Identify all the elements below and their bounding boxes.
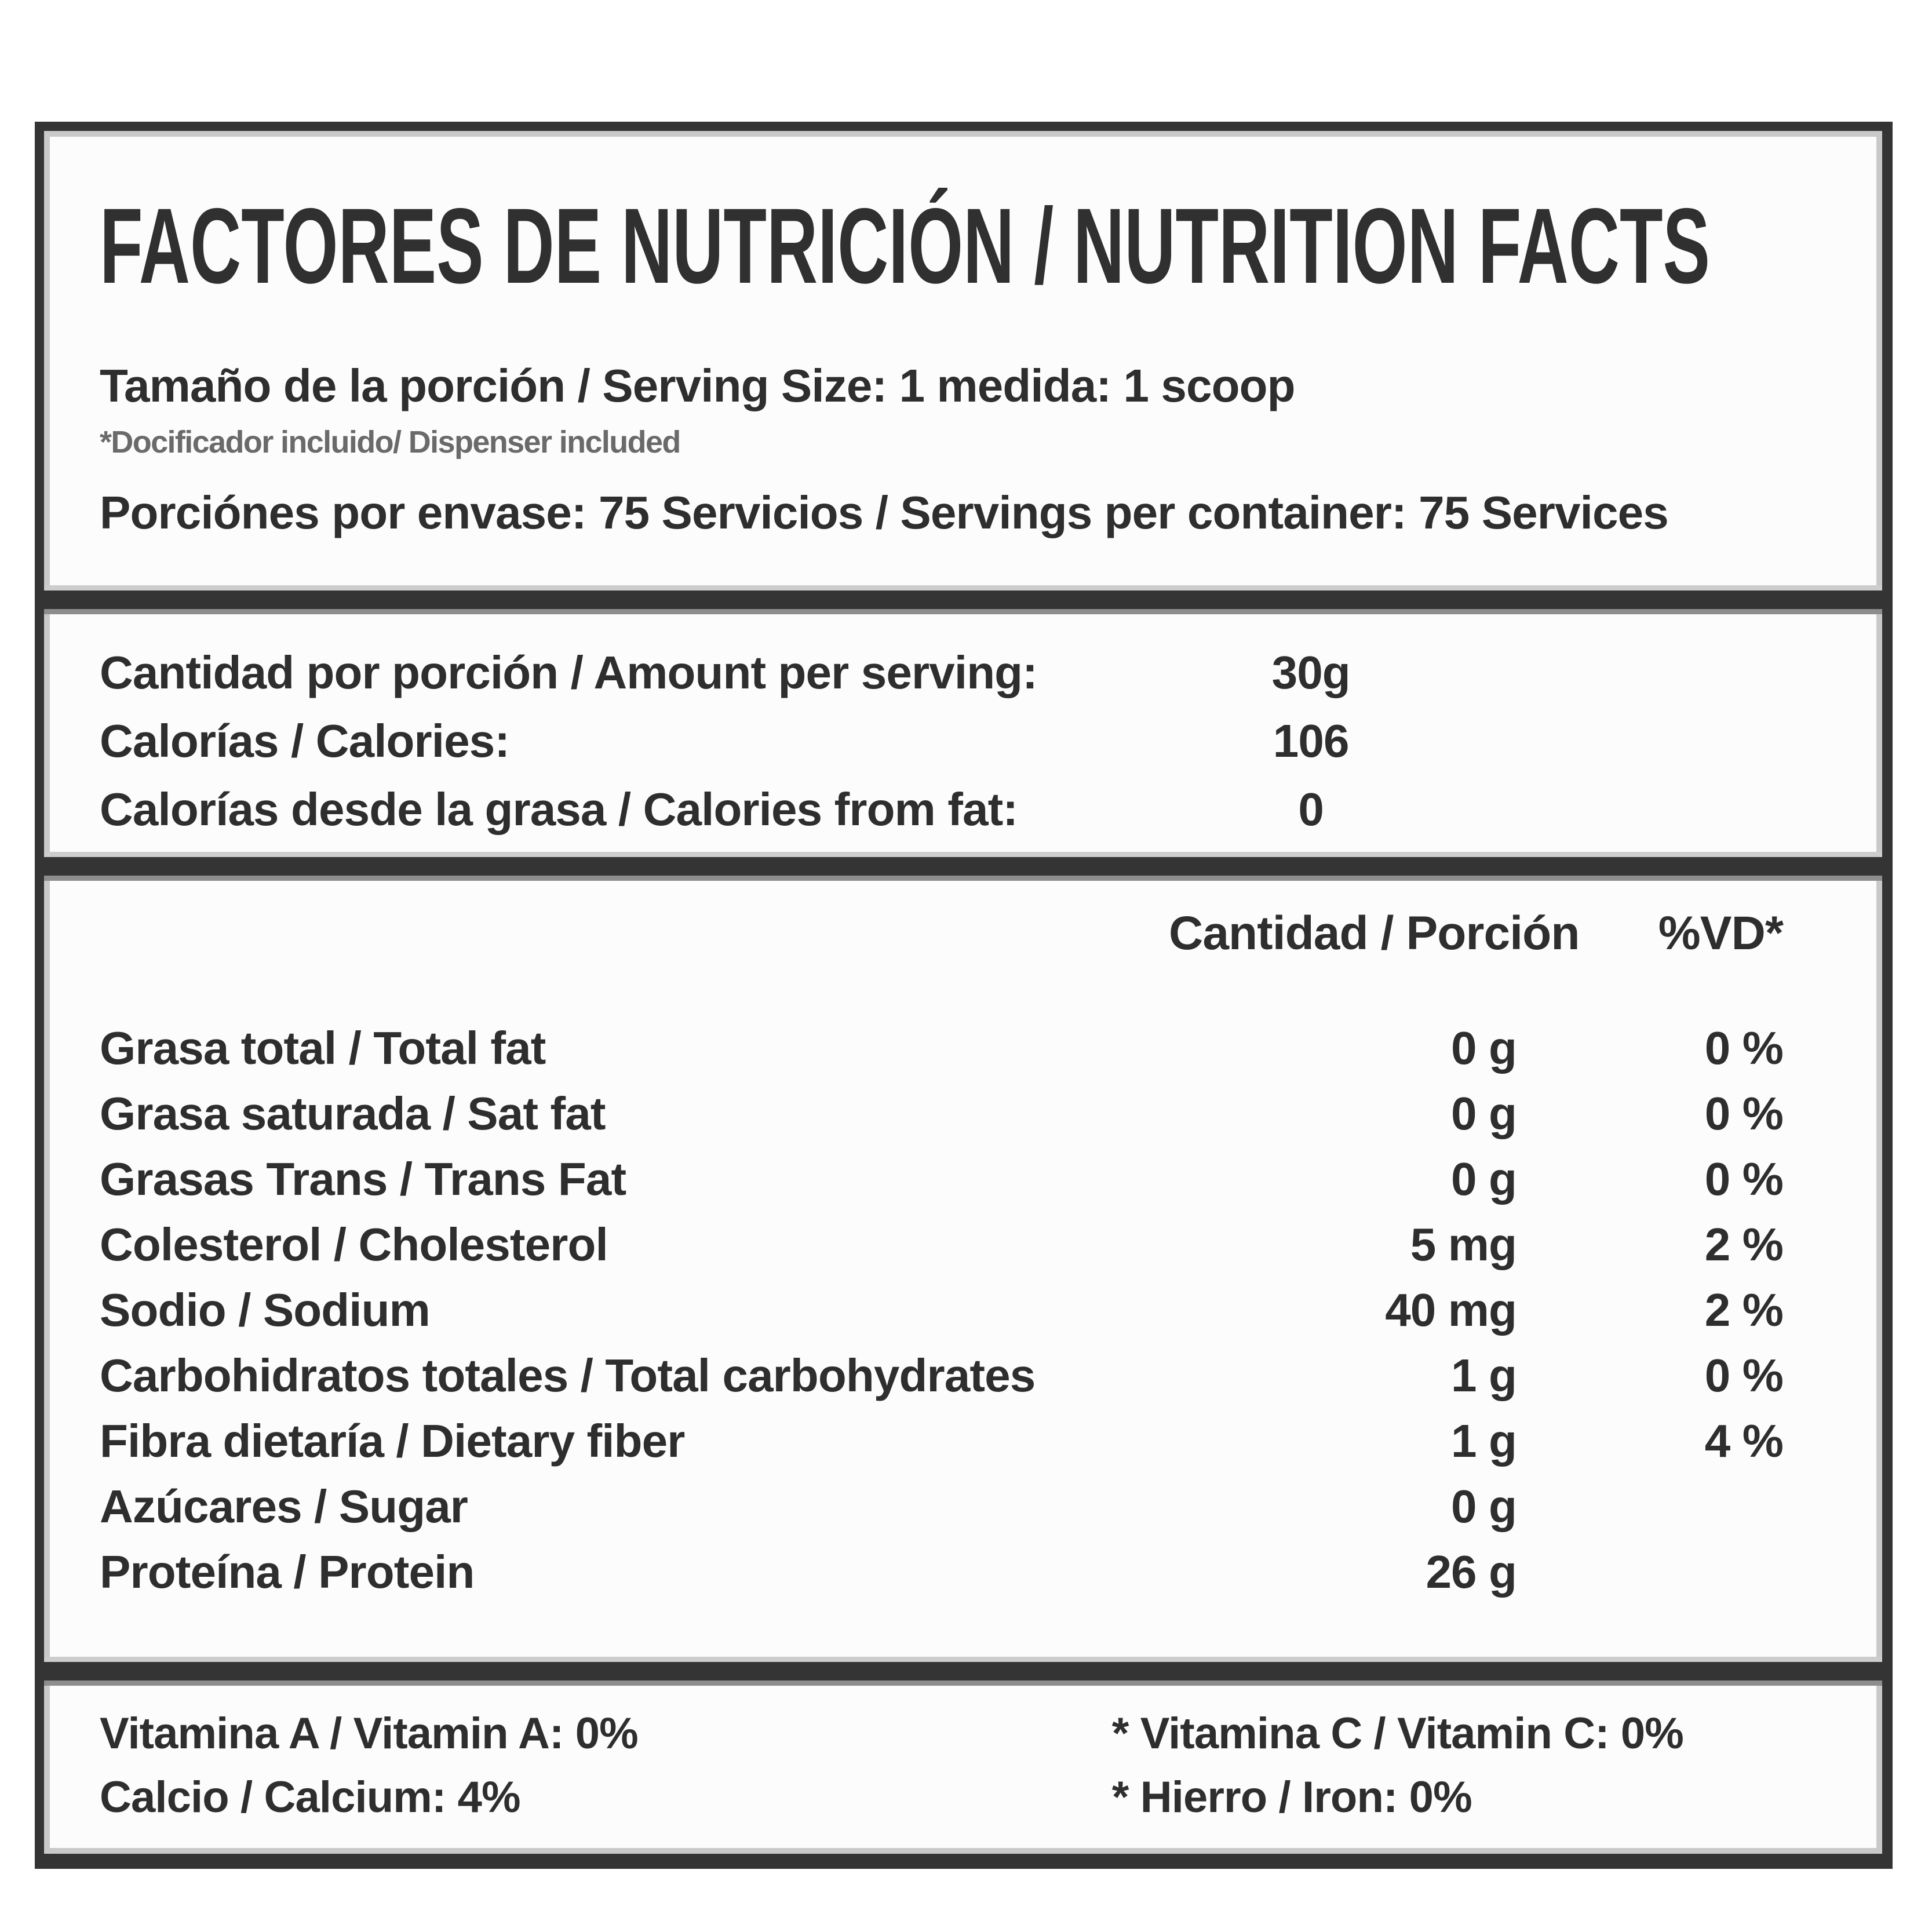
vitamin-rows: Vitamina A / Vitamin A: 0% * Vitamina C … [100,1702,1830,1829]
servings-per-container-line: Porciónes por envase: 75 Servicios / Ser… [100,486,1669,538]
nutrient-daily-value: 4 % [1704,1415,1784,1467]
nutrient-rows: Grasa total / Total fat 0 g 0 % Grasa sa… [100,1015,1784,1605]
per-serving-row: Calorías / Calories: 106 [100,707,1830,775]
nutrient-amount: 0 g [1451,1480,1517,1532]
nutrients-table-header: Cantidad / Porción %VD* [100,906,1784,960]
nutrient-row: Grasas Trans / Trans Fat 0 g 0 % [100,1146,1784,1212]
section-divider [44,1656,1882,1686]
nutrient-name: Proteína / Protein [100,1545,475,1598]
nutrient-daily-value: 0 % [1704,1153,1784,1205]
nutrition-facts-label: FACTORES DE NUTRICIÓN / NUTRITION FACTS … [35,122,1893,1869]
nutrient-row: Fibra dietaría / Dietary fiber 1 g 4 % [100,1408,1784,1474]
nutrient-amount: 0 g [1451,1022,1517,1074]
nutrient-amount: 1 g [1451,1415,1517,1467]
vitamin-row: Calcio / Calcium: 4% * Hierro / Iron: 0% [100,1766,1830,1829]
vitamin-left-entry: Vitamina A / Vitamin A: 0% [100,1708,639,1758]
nutrient-amount: 26 g [1426,1545,1517,1598]
nutrient-row: Proteína / Protein 26 g [100,1539,1783,1605]
dispenser-note: *Docificador incluido/ Dispenser include… [100,424,681,460]
nutrient-name: Grasas Trans / Trans Fat [100,1153,626,1205]
nutrient-daily-value: 2 % [1704,1218,1784,1270]
per-serving-label: Calorías / Calories: [100,715,510,767]
nutrient-name: Colesterol / Cholesterol [100,1218,608,1270]
nutrient-daily-value: 0 % [1704,1087,1784,1139]
section-divider [44,851,1882,881]
nutrient-daily-value: 2 % [1704,1284,1784,1336]
nutrient-row: Carbohidratos totales / Total carbohydra… [100,1343,1784,1408]
per-serving-rows: Cantidad por porción / Amount per servin… [100,639,1830,844]
nutrient-row: Grasa saturada / Sat fat 0 g 0 % [100,1081,1784,1146]
nutrient-amount: 0 g [1451,1087,1517,1139]
column-header-daily-value: %VD* [1658,906,1784,960]
nutrient-name: Grasa saturada / Sat fat [100,1087,606,1139]
nutrient-row: Sodio / Sodium 40 mg 2 % [100,1277,1784,1343]
nutrient-name: Fibra dietaría / Dietary fiber [100,1415,685,1467]
header-section: FACTORES DE NUTRICIÓN / NUTRITION FACTS … [44,131,1882,585]
vitamin-right-entry: * Hierro / Iron: 0% [1111,1772,1472,1822]
nutrient-name: Sodio / Sodium [100,1284,431,1336]
nutrient-name: Carbohidratos totales / Total carbohydra… [100,1349,1036,1401]
nutrient-row: Grasa total / Total fat 0 g 0 % [100,1015,1784,1081]
nutrient-amount: 1 g [1451,1349,1517,1401]
vitamins-section: Vitamina A / Vitamin A: 0% * Vitamina C … [44,1686,1882,1854]
vitamin-right-entry: * Vitamina C / Vitamin C: 0% [1111,1708,1684,1758]
serving-size-line: Tamaño de la porción / Serving Size: 1 m… [100,359,1295,411]
nutrient-amount: 40 mg [1385,1284,1517,1336]
nutrient-row: Azúcares / Sugar 0 g [100,1474,1783,1539]
vitamin-row: Vitamina A / Vitamin A: 0% * Vitamina C … [100,1702,1830,1766]
nutrient-name: Azúcares / Sugar [100,1480,468,1532]
nutrients-table-section: Cantidad / Porción %VD* Grasa total / To… [44,881,1882,1657]
per-serving-value: 106 [1273,715,1350,767]
per-serving-row: Cantidad por porción / Amount per servin… [100,639,1830,707]
per-serving-label: Calorías desde la grasa / Calories from … [100,783,1018,835]
label-title: FACTORES DE NUTRICIÓN / NUTRITION FACTS [100,187,1710,306]
per-serving-row: Calorías desde la grasa / Calories from … [100,775,1830,844]
vitamin-left-entry: Calcio / Calcium: 4% [100,1772,521,1822]
nutrient-amount: 5 mg [1410,1218,1517,1270]
nutrient-row: Colesterol / Cholesterol 5 mg 2 % [100,1212,1784,1277]
nutrient-name: Grasa total / Total fat [100,1022,546,1074]
column-header-amount-per-serving: Cantidad / Porción [1169,906,1580,960]
nutrient-amount: 0 g [1451,1153,1517,1205]
per-serving-label: Cantidad por porción / Amount per servin… [100,646,1038,698]
section-divider [44,585,1882,614]
per-serving-value: 0 [1298,783,1324,835]
nutrient-daily-value: 0 % [1704,1349,1784,1401]
amount-per-serving-section: Cantidad por porción / Amount per servin… [44,614,1882,852]
per-serving-value: 30g [1271,646,1351,698]
nutrient-daily-value: 0 % [1704,1022,1784,1074]
